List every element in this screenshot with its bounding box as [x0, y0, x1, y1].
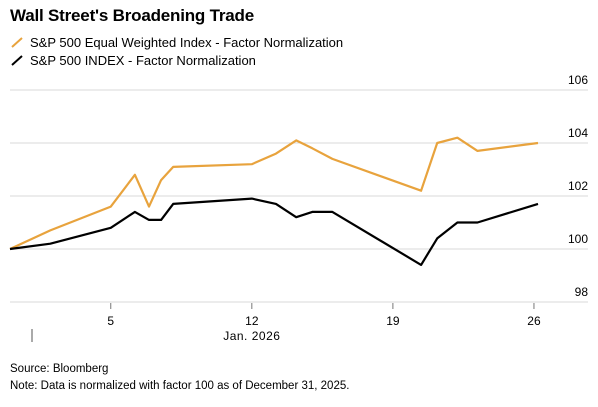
y-tick-label-100: 100	[568, 232, 588, 246]
chart-title: Wall Street's Broadening Trade	[10, 6, 254, 25]
normalization-note: Note: Data is normalized with factor 100…	[10, 380, 350, 392]
y-tick-label-98: 98	[575, 285, 589, 299]
y-tick-label-104: 104	[568, 126, 588, 140]
chart-footer: Source: Bloomberg Note: Data is normaliz…	[10, 361, 349, 395]
legend-label-equal-weighted: S&P 500 Equal Weighted Index - Factor No…	[30, 34, 344, 50]
y-tick-label-106: 106	[568, 73, 588, 87]
legend: S&P 500 Equal Weighted Index - Factor No…	[10, 33, 343, 69]
legend-swatch-equal-weighted	[11, 37, 23, 48]
y-tick-label-102: 102	[568, 179, 588, 193]
legend-item-equal-weighted: S&P 500 Equal Weighted Index - Factor No…	[10, 33, 343, 51]
source-note: Source: Bloomberg	[10, 363, 109, 375]
legend-label-sp500: S&P 500 INDEX - Factor Normalization	[30, 52, 256, 68]
legend-item-sp500: S&P 500 INDEX - Factor Normalization	[10, 51, 343, 69]
x-axis-month-label: Jan. 2026	[223, 329, 280, 343]
legend-swatch-sp500	[11, 55, 23, 66]
x-tick-label-12: 12	[245, 314, 259, 328]
x-tick-label-5: 5	[107, 314, 114, 328]
series-line-equal-weighted	[9, 136, 539, 250]
series-line-sp500	[9, 197, 539, 266]
x-tick-label-26: 26	[527, 314, 541, 328]
x-tick-label-19: 19	[386, 314, 400, 328]
